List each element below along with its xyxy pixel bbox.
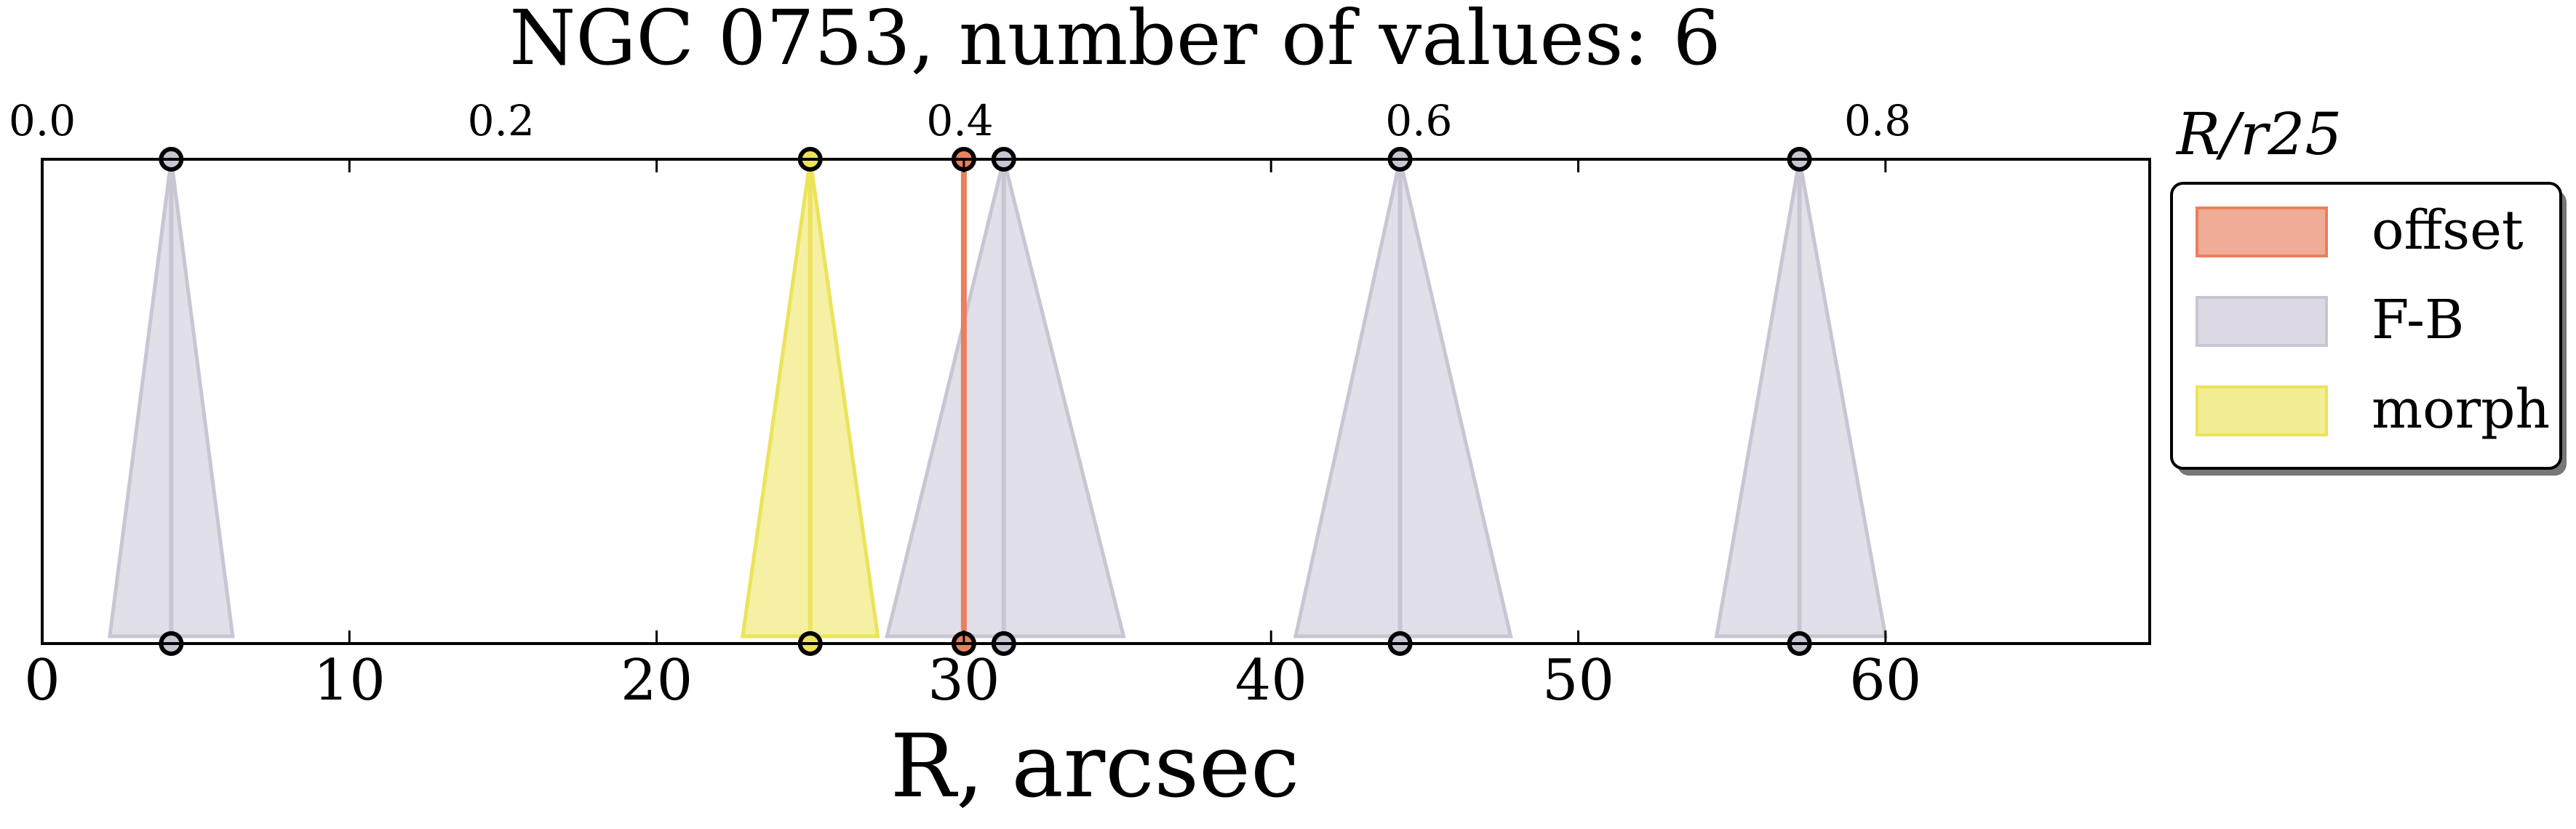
top-axis-label: R/r25 [2175,100,2342,168]
legend: offset F-B morph [2170,182,2567,476]
plot-area [108,147,1888,656]
x-tick-label-10: 10 [314,648,386,713]
top-tick-label-3: 0.4 [926,96,993,145]
legend-label-morph: morph [2372,378,2550,441]
x-axis-label: R, arcsec [890,716,1300,817]
chart-title: NGC 0753, number of values: 6 [509,0,1720,82]
x-tick-label-50: 50 [1542,648,1614,713]
legend-swatch-morph [2196,385,2328,436]
top-tick-label-1: 0.0 [9,96,76,145]
x-tick-label-60: 60 [1849,648,1921,713]
plot-frame [41,158,2151,645]
legend-swatch-offset [2196,207,2328,257]
x-tick-label-0: 0 [24,648,60,713]
x-axis-top: 0.0 0.2 0.4 0.6 0.8 [9,96,1911,145]
legend-label-f-b: F-B [2372,289,2464,351]
x-tick-label-40: 40 [1235,648,1307,713]
x-tick-label-30: 30 [928,648,1000,713]
top-tick-label-2: 0.2 [468,96,535,145]
legend-swatch-f-b [2196,296,2328,347]
f-b-uncertainty-3 [1293,159,1513,638]
top-tick-label-5: 0.8 [1844,96,1911,145]
x-axis-bottom: 0 10 20 30 40 50 60 [24,159,1921,713]
top-tick-label-4: 0.6 [1385,96,1452,145]
legend-label-offset: offset [2372,199,2524,262]
x-tick-label-20: 20 [621,648,693,713]
